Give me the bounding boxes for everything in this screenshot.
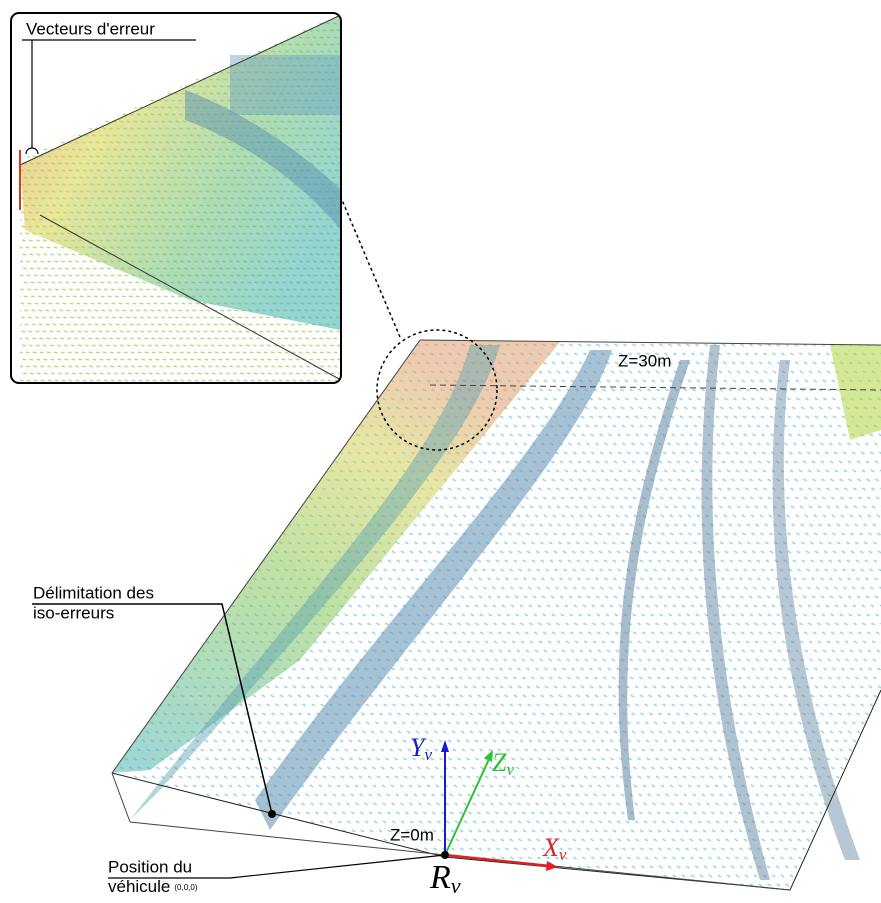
axis-letter: Y bbox=[410, 733, 427, 762]
callout-label: Délimitation des bbox=[33, 583, 154, 602]
frame-sub: v bbox=[451, 873, 461, 898]
leader-dot bbox=[268, 810, 276, 818]
zoom-line bbox=[341, 199, 401, 338]
axes: Yv Zv Xv Rv bbox=[410, 733, 567, 898]
leader-line bbox=[32, 603, 273, 815]
iso-error-band bbox=[772, 360, 860, 860]
axis-letter: Z bbox=[492, 748, 507, 777]
iso-error-band bbox=[255, 350, 612, 830]
iso-error-band bbox=[185, 90, 341, 230]
axis-label: Zv bbox=[492, 748, 514, 779]
inset-label: Vecteurs d'erreur bbox=[26, 19, 155, 38]
far-plane-label: Z=30m bbox=[618, 351, 671, 370]
callout-text: véhicule bbox=[108, 877, 170, 896]
arrow bbox=[546, 861, 558, 871]
edge bbox=[419, 339, 881, 346]
z-axis bbox=[444, 756, 491, 856]
callout-text: (0,0,0) bbox=[174, 883, 197, 892]
edge bbox=[39, 214, 341, 381]
inset-border bbox=[10, 12, 342, 384]
iso-error-region bbox=[20, 15, 340, 330]
frame-label: Rv bbox=[429, 859, 461, 898]
volume bbox=[111, 339, 881, 891]
zoom-circle bbox=[376, 329, 498, 451]
leader-bracket bbox=[25, 40, 39, 155]
iso-error-region bbox=[112, 340, 560, 773]
iso-error-region bbox=[830, 345, 881, 440]
axis-label: Yv bbox=[410, 733, 432, 764]
edge bbox=[19, 14, 341, 166]
inset bbox=[11, 13, 341, 383]
callout-label: iso-erreurs bbox=[33, 603, 114, 622]
axis-sub: v bbox=[559, 845, 567, 864]
x-axis bbox=[444, 853, 551, 868]
frame-letter: R bbox=[429, 859, 451, 896]
near-plane-label: Z=0m bbox=[390, 825, 434, 844]
arrow bbox=[441, 740, 449, 752]
iso-error-band bbox=[230, 55, 340, 115]
edge bbox=[111, 689, 881, 891]
edge bbox=[429, 384, 881, 391]
edge bbox=[111, 772, 131, 823]
leader-line bbox=[108, 854, 446, 879]
edge bbox=[111, 339, 421, 774]
axis-sub: v bbox=[424, 745, 432, 764]
callout-label: véhicule (0,0,0) bbox=[108, 877, 198, 896]
axis-sub: v bbox=[506, 760, 514, 779]
axis-label: Xv bbox=[542, 833, 567, 864]
iso-error-band bbox=[701, 345, 770, 880]
callout-label: Position du bbox=[108, 857, 192, 876]
iso-error-band bbox=[130, 345, 500, 820]
arrow bbox=[484, 750, 493, 762]
iso-error-band bbox=[618, 360, 690, 820]
axis-letter: X bbox=[542, 833, 560, 862]
